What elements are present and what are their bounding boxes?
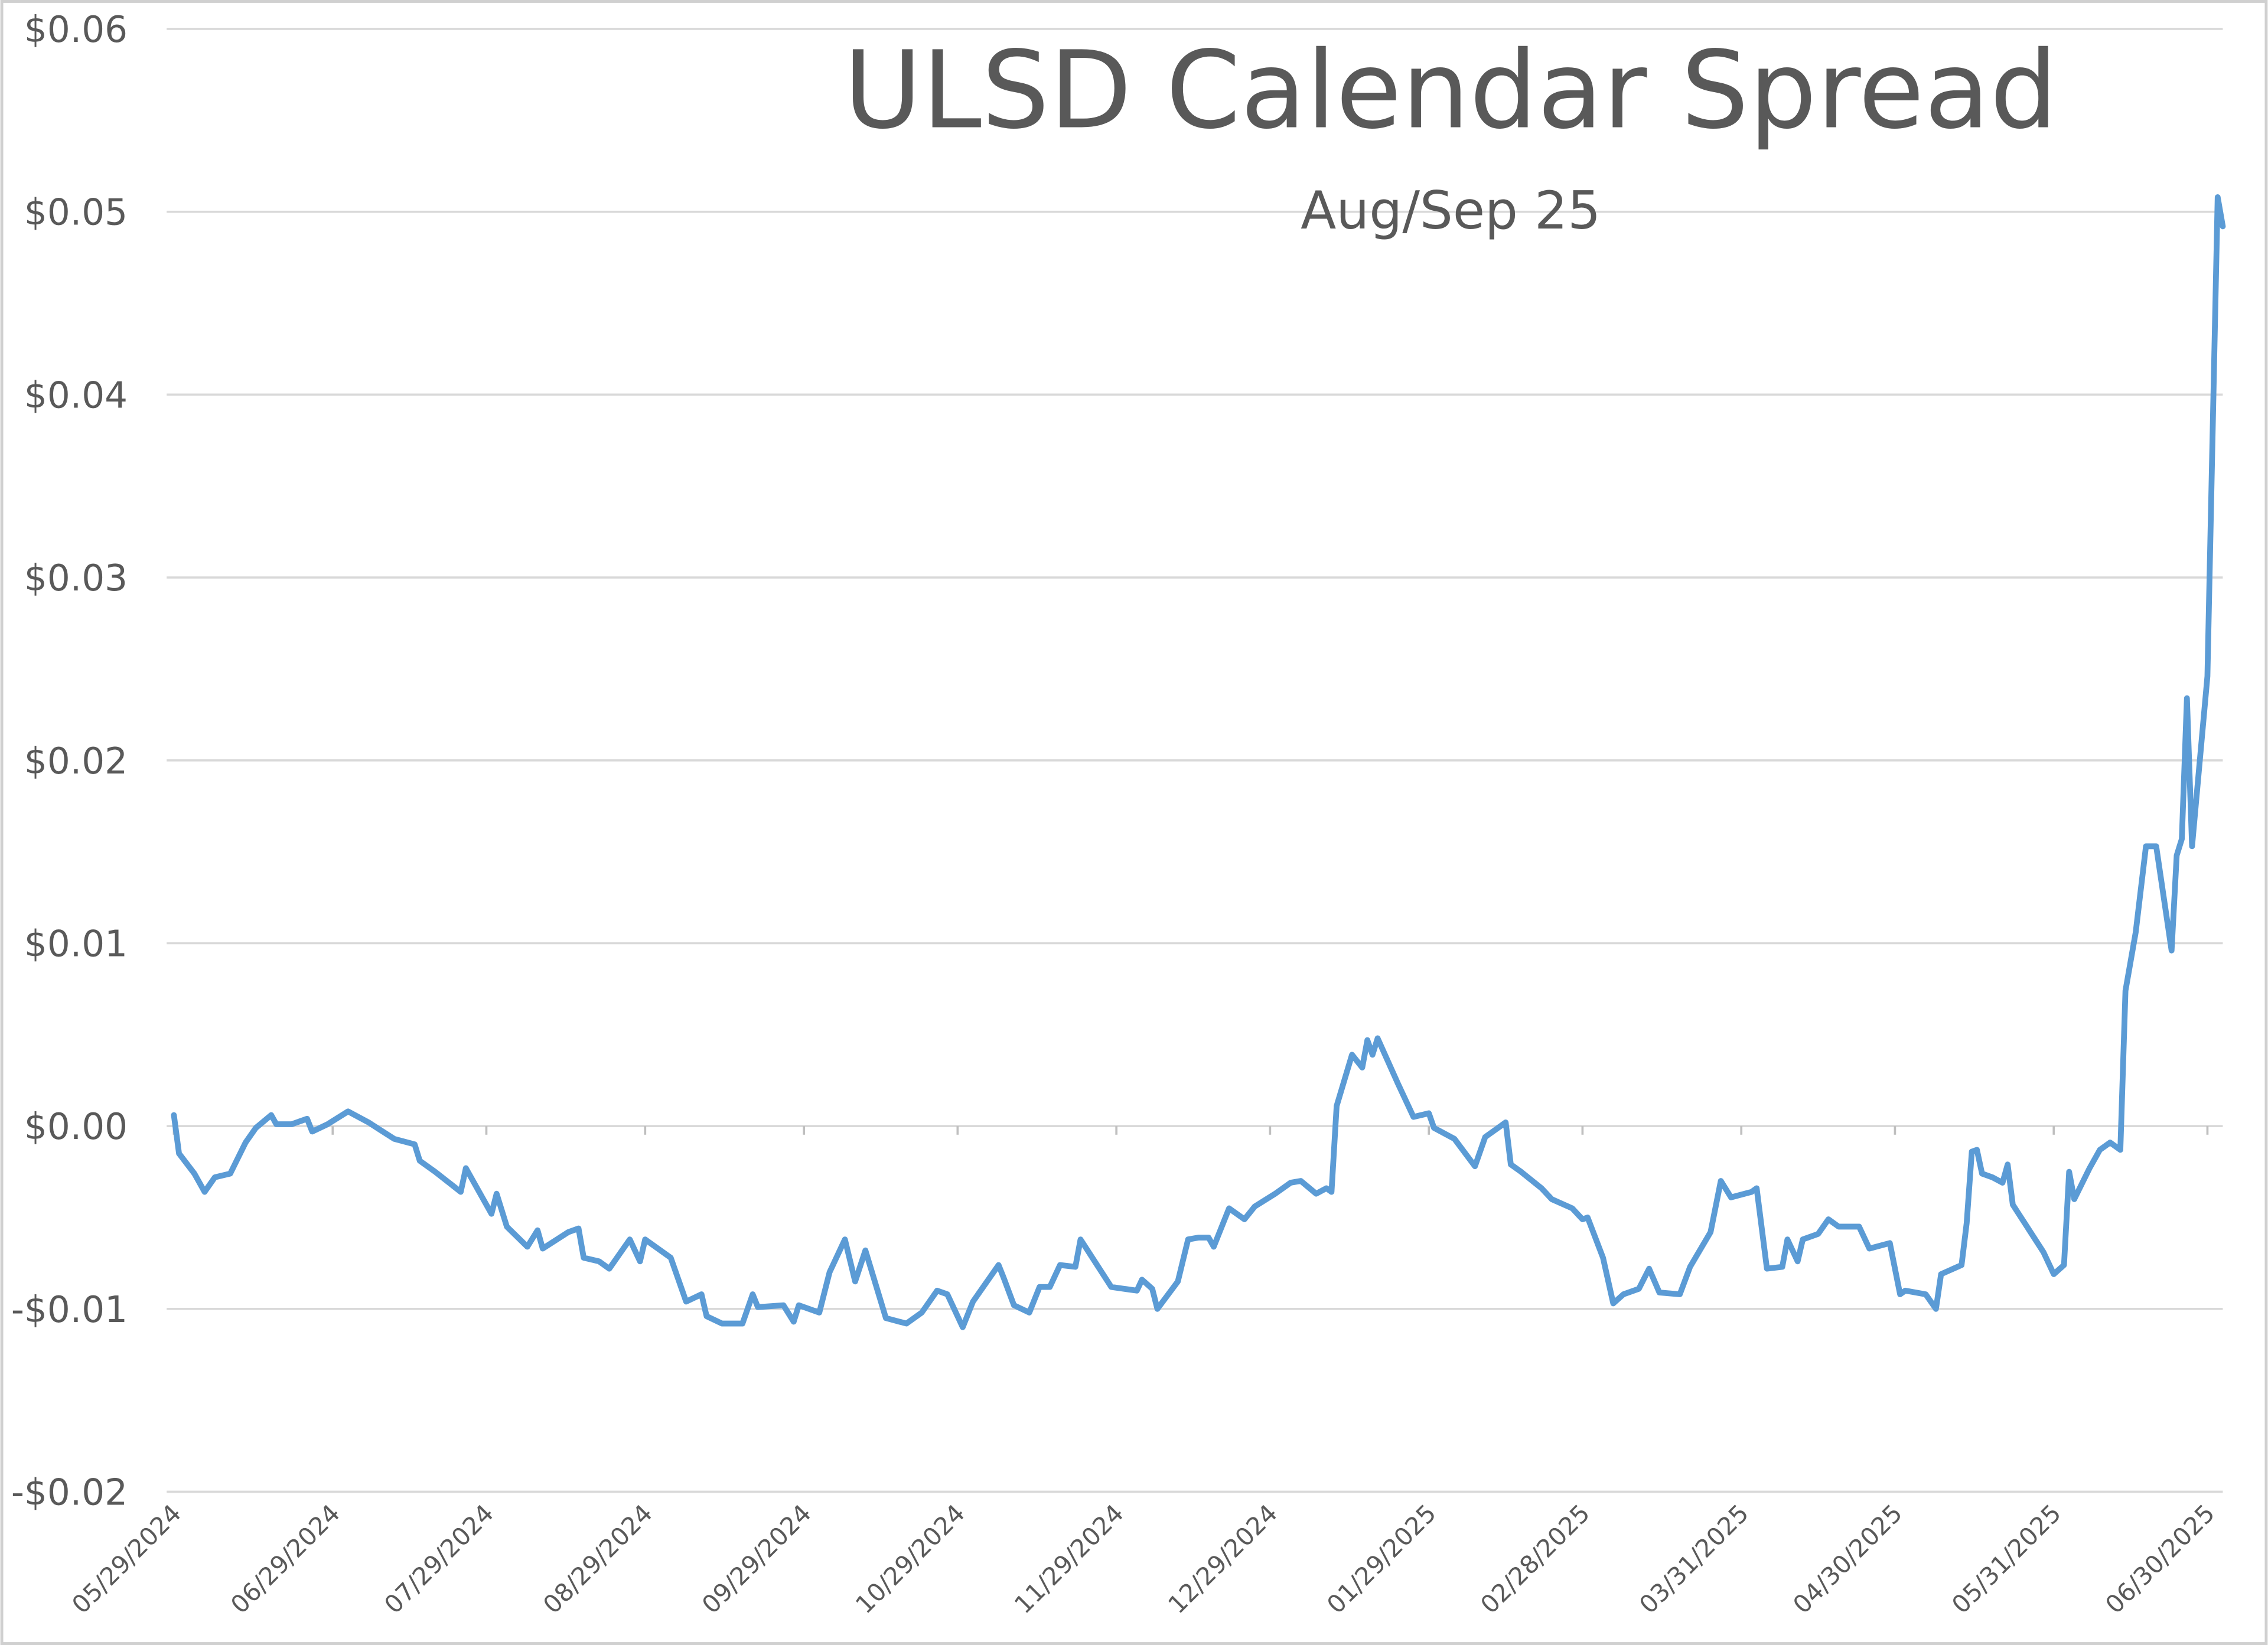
y-tick-label: -$0.02 [11, 1472, 128, 1514]
grid-group [167, 28, 2223, 1493]
y-tick-label: -$0.01 [11, 1289, 128, 1331]
y-tick-label: $0.02 [24, 740, 128, 782]
plot-group [171, 194, 2226, 1330]
y-tick-label: $0.04 [24, 374, 128, 416]
y-tick-label: $0.00 [24, 1106, 128, 1148]
y-tick-label: $0.06 [24, 9, 128, 51]
y-tick-label: $0.01 [24, 923, 128, 965]
data-line [171, 194, 2226, 1330]
y-tick-label: $0.05 [24, 192, 128, 234]
chart-subtitle: Aug/Sep 25 [1301, 180, 1601, 241]
y-tick-label: $0.03 [24, 557, 128, 599]
chart-title: ULSD Calendar Spread [843, 28, 2058, 152]
